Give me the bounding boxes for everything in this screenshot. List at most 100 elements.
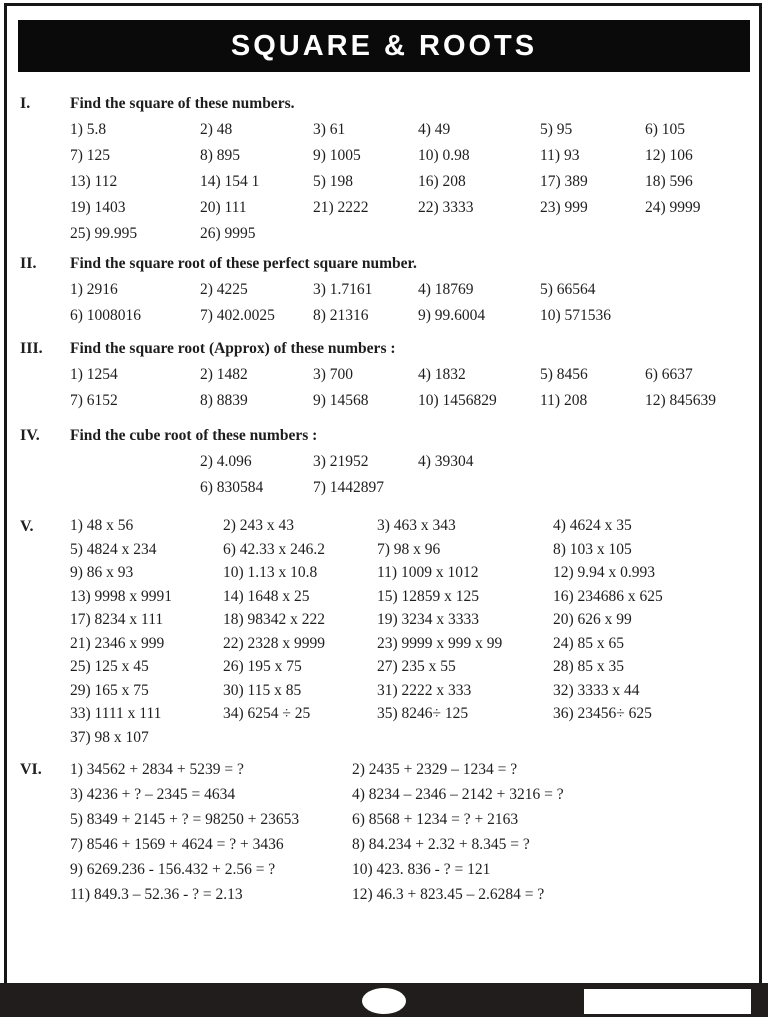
exercise-row: 1) 5.8 2) 48 3) 61 4) 49 5) 95 6) 105 [70,117,756,143]
exercise-item: 5) 4824 x 234 [70,540,157,558]
exercise-item: 1) 1254 [70,366,118,383]
exercise-item: 10) 1456829 [418,392,497,409]
exercise-item: 22) 3333 [418,199,474,216]
exercise-item: 3) 21952 [313,453,369,470]
exercise-item: 9) 99.6004 [418,307,486,324]
exercise-item: 21) 2222 [313,199,369,216]
section-square-roots-perfect: II. Find the square root of these perfec… [20,251,756,329]
exercise-item: 28) 85 x 35 [553,658,625,675]
section-label: VI. [20,761,42,778]
exercise-item: 9) 6269.236 - 156.432 + 2.56 = ? [70,861,276,878]
exercise-item: 12) 845639 [645,392,717,409]
exercise-item: 12) 46.3 + 823.45 – 2.6284 = ? [352,886,545,903]
exercise-row: 7) 8546 + 1569 + 4624 = ? + 3436 8) 84.23… [70,832,756,857]
section-items: 1) 48 x 56 2) 243 x 43 3) 463 x 343 4) 4624… [70,514,756,749]
exercise-item: 3) 700 [313,366,354,383]
exercise-item: 12) 106 [645,147,693,164]
home-button-icon[interactable] [362,988,406,1014]
section-heading: Find the square of these numbers. [70,95,295,112]
exercise-item: 27) 235 x 55 [377,658,456,675]
exercise-item: 5) 8349 + 2145 + ? = 98250 + 23653 [70,811,300,828]
exercise-item: 2) 1482 [200,366,248,383]
exercise-item: 5) 8456 [540,366,588,383]
exercise-item: 7) 125 [70,147,111,164]
exercise-item: 6) 830584 [200,479,264,496]
exercise-item: 29) 165 x 75 [70,681,149,699]
exercise-item: 7) 6152 [70,392,118,409]
exercise-item: 17) 8234 x 111 [70,611,164,628]
exercise-row: 6) 830584 7) 1442897 [70,475,756,501]
page-title: SQUARE & ROOTS [230,29,538,62]
exercise-row: 21) 2346 x 999 22) 2328 x 9999 23) 9999 x … [70,632,756,656]
exercise-item: 14) 1648 x 25 [223,587,310,605]
exercise-row: 19) 1403 20) 111 21) 2222 22) 3333 23) 999 24… [70,195,756,221]
exercise-item: 11) 1009 x 1012 [377,564,479,581]
exercise-item: 35) 8246÷ 125 [377,705,469,722]
exercise-item: 6) 105 [645,121,686,138]
exercise-item: 19) 1403 [70,199,126,216]
exercise-item: 21) 2346 x 999 [70,634,165,652]
exercise-item: 16) 208 [418,173,466,190]
section-heading: Find the cube root of these numbers : [70,427,318,444]
exercise-item: 23) 9999 x 999 x 99 [377,634,503,652]
section-label: III. [20,340,43,357]
exercise-row: 25) 99.995 26) 9995 [70,221,756,247]
section-equations: VI. 1) 34562 + 2834 + 5239 = ? 2) 2435 + … [20,757,756,907]
exercise-item: 9) 1005 [313,147,361,164]
exercise-item: 2) 243 x 43 [223,517,295,534]
exercise-row: 5) 8349 + 2145 + ? = 98250 + 23653 6) 856… [70,807,756,832]
exercise-row: 17) 8234 x 111 18) 98342 x 222 19) 3234 x … [70,608,756,632]
exercise-item: 18) 98342 x 222 [223,611,326,628]
exercise-item: 24) 9999 [645,199,701,216]
section-label: IV. [20,427,40,444]
exercise-item: 3) 1.7161 [313,281,373,298]
exercise-item: 23) 999 [540,199,588,216]
exercise-item: 4) 8234 – 2346 – 2142 + 3216 = ? [352,786,564,803]
exercise-item: 8) 8839 [200,392,248,409]
exercise-item: 5) 198 [313,173,354,190]
exercise-row: 2) 4.096 3) 21952 4) 39304 [70,449,756,475]
exercise-item: 26) 9995 [200,225,256,242]
exercise-item: 32) 3333 x 44 [553,681,640,699]
exercise-item: 1) 5.8 [70,121,107,138]
exercise-item: 19) 3234 x 3333 [377,611,480,628]
exercise-item: 4) 39304 [418,453,474,470]
exercise-row: 1) 1254 2) 1482 3) 700 4) 1832 5) 8456 6) 663… [70,362,756,388]
exercise-item: 3) 61 [313,121,346,138]
exercise-item: 7) 98 x 96 [377,540,441,558]
exercise-item: 16) 234686 x 625 [553,587,663,605]
exercise-row: 37) 98 x 107 [70,726,756,750]
exercise-item: 20) 111 [200,199,247,216]
section-label: I. [20,95,31,112]
exercise-item: 26) 195 x 75 [223,658,302,675]
exercise-row: 1) 48 x 56 2) 243 x 43 3) 463 x 343 4) 4624… [70,514,756,538]
exercise-row: 13) 112 14) 154 1 5) 198 16) 208 17) 389 18) … [70,169,756,195]
exercise-item: 36) 23456÷ 625 [553,705,652,722]
exercise-item: 33) 1111 x 111 [70,705,162,722]
exercise-item: 2) 48 [200,121,233,138]
exercise-item: 37) 98 x 107 [70,728,149,746]
exercise-row: 29) 165 x 75 30) 115 x 85 31) 2222 x 333 32… [70,679,756,703]
exercise-item: 4) 4624 x 35 [553,517,632,534]
exercise-item: 6) 42.33 x 246.2 [223,540,326,558]
footer-blank-panel [584,989,751,1014]
exercise-item: 8) 84.234 + 2.32 + 8.345 = ? [352,836,530,853]
section-cube-roots: IV. Find the cube root of these numbers … [20,423,756,501]
exercise-row: 5) 4824 x 234 6) 42.33 x 246.2 7) 98 x 96 8… [70,538,756,562]
exercise-item: 6) 6637 [645,366,693,383]
exercise-item: 10) 1.13 x 10.8 [223,564,318,581]
exercise-item: 4) 18769 [418,281,474,298]
exercise-item: 7) 1442897 [313,479,385,496]
exercise-item: 8) 895 [200,147,241,164]
exercise-item: 5) 95 [540,121,573,138]
exercise-row: 1) 2916 2) 4225 3) 1.7161 4) 18769 5) 66564 [70,277,756,303]
exercise-item: 2) 2435 + 2329 – 1234 = ? [352,761,518,778]
exercise-item: 25) 125 x 45 [70,658,149,675]
exercise-item: 10) 0.98 [418,147,470,164]
exercise-item: 5) 66564 [540,281,596,298]
exercise-row: 7) 6152 8) 8839 9) 14568 10) 1456829 11) 208… [70,388,756,414]
exercise-row: 9) 6269.236 - 156.432 + 2.56 = ? 10) 423.… [70,857,756,882]
exercise-item: 7) 402.0025 [200,307,275,324]
exercise-item: 6) 1008016 [70,307,142,324]
